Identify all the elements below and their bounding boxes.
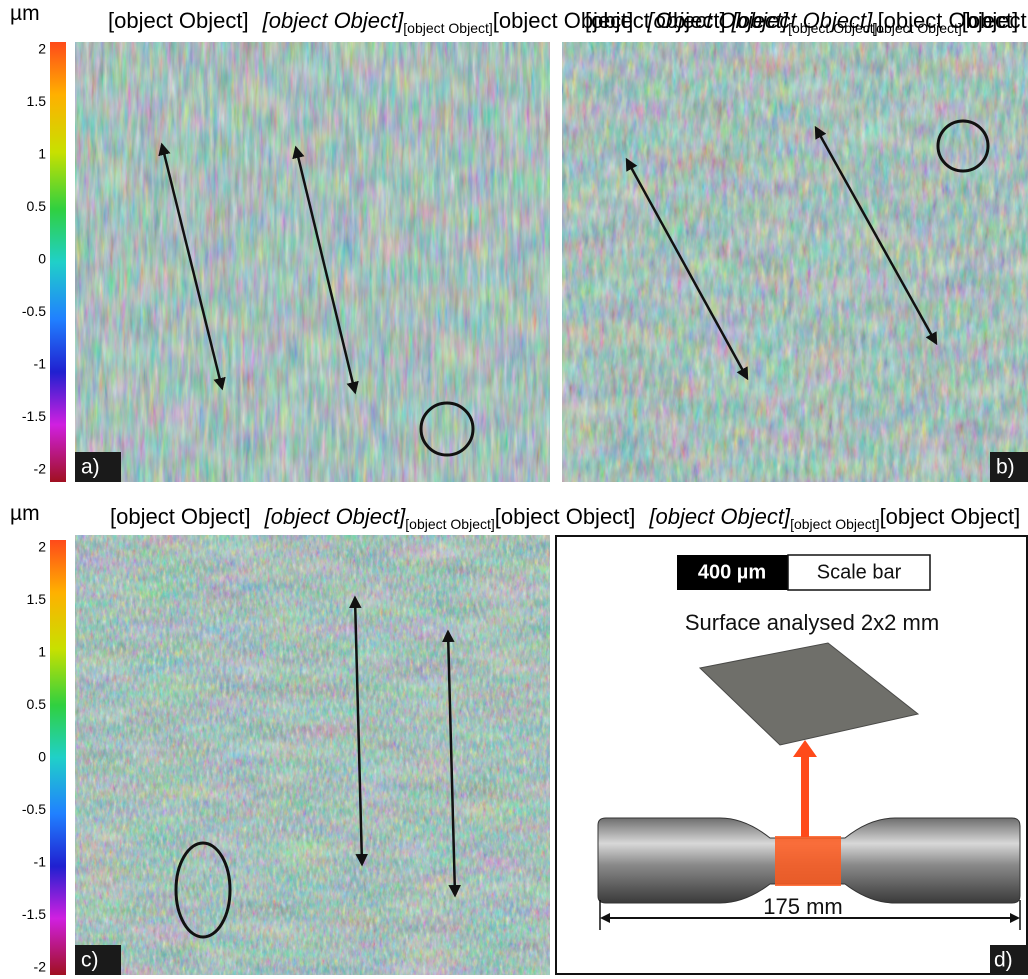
colorbar-tick: 0.5 — [27, 696, 47, 712]
colorbar-tick: 1.5 — [27, 93, 47, 109]
scale-value: 400 µm — [698, 561, 766, 583]
colorbar-tick: -1.5 — [22, 408, 46, 424]
figure: 400 µm Scale bar Surface analysed 2x2 mm… — [0, 0, 1028, 979]
colorbar-tick: -2 — [34, 959, 47, 975]
panel-title: [object Object][object Object][object Ob… — [585, 8, 1028, 36]
scale-text: Scale bar — [817, 561, 902, 583]
colorbar-tick: 1 — [38, 644, 46, 660]
length-label: 175 mm — [763, 894, 842, 919]
panel-label: a) — [81, 456, 100, 479]
colorbar-tick: 0 — [38, 251, 46, 267]
surface-map — [75, 535, 550, 975]
title-part: [object Object] — [790, 516, 880, 532]
colorbar — [50, 42, 66, 482]
title-part: [object Object] — [262, 8, 405, 33]
colorbar-tick: -1 — [34, 356, 47, 372]
title-part: [object Object] — [495, 504, 636, 529]
colorbar-tick: 1 — [38, 146, 46, 162]
title-part: [object Object] — [108, 8, 249, 33]
title-part: [object Object] — [731, 8, 874, 33]
title-part: [object Object] — [648, 504, 791, 529]
colorbar-tick: -0.5 — [22, 801, 46, 817]
colorbar-tick: -1.5 — [22, 906, 46, 922]
colorbar-tick: 0.5 — [27, 198, 47, 214]
panel-label: c) — [81, 949, 99, 972]
colorbar-tick: 2 — [38, 539, 46, 555]
title-part: [object Object] — [110, 504, 251, 529]
colorbar-tick: 0 — [38, 749, 46, 765]
colorbar-tick: 1.5 — [27, 591, 47, 607]
colorbar-unit: µm — [10, 502, 40, 525]
caption: Surface analysed 2x2 mm — [685, 610, 939, 635]
title-part: [object Object] — [585, 8, 726, 33]
surface-map — [75, 42, 550, 482]
panel-label: d) — [994, 949, 1013, 972]
colorbar-tick: -0.5 — [22, 303, 46, 319]
title-part: [object Object] — [264, 504, 407, 529]
colorbar — [50, 540, 66, 975]
title-part: [object Object] — [872, 20, 962, 36]
title-part: [object Object] — [403, 20, 493, 36]
panel-label: b) — [996, 456, 1015, 479]
colorbar-tick: -1 — [34, 854, 47, 870]
colorbar-unit: µm — [10, 2, 40, 25]
panel-title: [object Object][object Object][object Ob… — [110, 504, 1020, 532]
title-part: [object Object] — [880, 504, 1021, 529]
colorbar-tick: -2 — [34, 461, 47, 477]
analysed-zone — [775, 836, 841, 886]
colorbar-tick: 2 — [38, 41, 46, 57]
surface-map — [562, 42, 1028, 482]
title-part: [object Object] — [962, 8, 1028, 33]
title-part: [object Object] — [405, 516, 495, 532]
